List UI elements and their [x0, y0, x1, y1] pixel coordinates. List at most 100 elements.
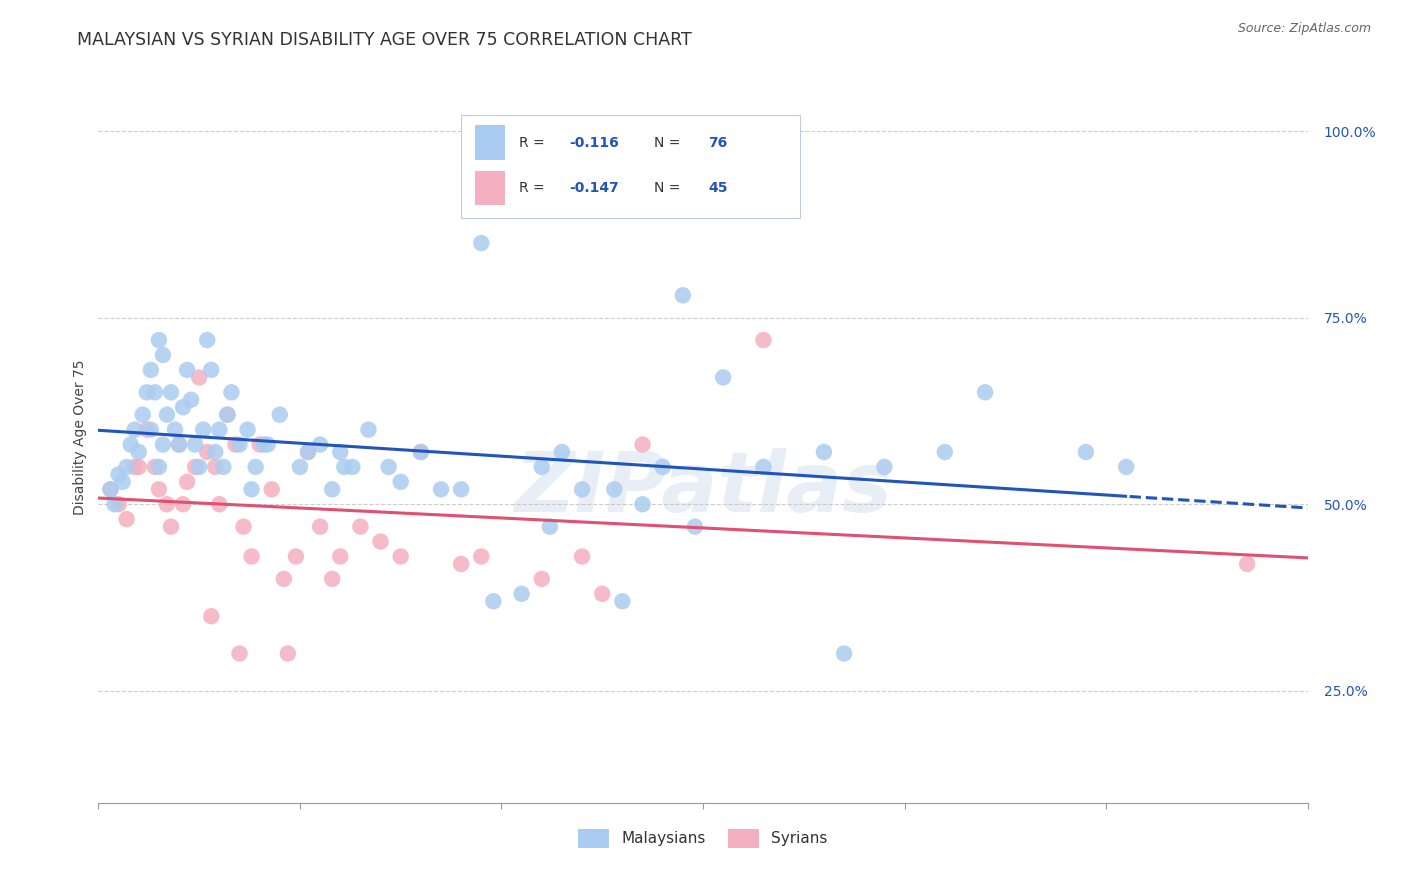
- Point: [370, 534, 392, 549]
- Point: [208, 497, 231, 511]
- Point: [200, 363, 222, 377]
- Point: [1115, 459, 1137, 474]
- Point: [167, 437, 190, 451]
- Point: [240, 483, 263, 497]
- Point: [389, 475, 412, 489]
- Point: [176, 363, 198, 377]
- Point: [152, 348, 174, 362]
- Point: [571, 483, 593, 497]
- Point: [124, 459, 146, 474]
- Point: [212, 459, 235, 474]
- Point: [115, 512, 138, 526]
- Point: [107, 467, 129, 482]
- Point: [321, 483, 343, 497]
- Point: [603, 483, 626, 497]
- Point: [156, 408, 179, 422]
- Point: [269, 408, 291, 422]
- Point: [651, 459, 673, 474]
- Point: [176, 475, 198, 489]
- Point: [389, 549, 412, 564]
- Point: [309, 437, 332, 451]
- Point: [631, 437, 654, 451]
- Point: [148, 333, 170, 347]
- Point: [221, 385, 243, 400]
- Point: [120, 437, 142, 451]
- Point: [232, 519, 254, 533]
- Point: [288, 459, 311, 474]
- Legend: Malaysians, Syrians: Malaysians, Syrians: [572, 822, 834, 854]
- Point: [100, 483, 122, 497]
- Point: [631, 497, 654, 511]
- Point: [103, 497, 125, 511]
- Point: [148, 483, 170, 497]
- Point: [591, 587, 613, 601]
- Point: [143, 385, 166, 400]
- Y-axis label: Disability Age Over 75: Disability Age Over 75: [73, 359, 87, 515]
- Point: [711, 370, 734, 384]
- Point: [195, 333, 218, 347]
- Point: [470, 235, 492, 250]
- Point: [333, 459, 356, 474]
- Point: [132, 408, 155, 422]
- Point: [571, 549, 593, 564]
- Point: [188, 370, 211, 384]
- Point: [277, 647, 299, 661]
- Point: [160, 385, 183, 400]
- Point: [128, 445, 150, 459]
- Point: [974, 385, 997, 400]
- Point: [430, 483, 453, 497]
- Point: [152, 437, 174, 451]
- Point: [204, 445, 226, 459]
- Point: [228, 647, 250, 661]
- Point: [329, 445, 352, 459]
- Point: [409, 445, 432, 459]
- Point: [530, 572, 553, 586]
- Point: [342, 459, 364, 474]
- Point: [752, 333, 775, 347]
- Point: [135, 385, 157, 400]
- Point: [309, 519, 332, 533]
- Point: [329, 549, 352, 564]
- Point: [167, 437, 190, 451]
- Point: [683, 519, 706, 533]
- Point: [115, 459, 138, 474]
- Point: [224, 437, 246, 451]
- Point: [813, 445, 835, 459]
- Point: [530, 459, 553, 474]
- Point: [253, 437, 276, 451]
- Point: [236, 423, 259, 437]
- Point: [934, 445, 956, 459]
- Point: [195, 445, 218, 459]
- Point: [249, 437, 271, 451]
- Point: [100, 483, 122, 497]
- Point: [450, 557, 472, 571]
- Point: [510, 587, 533, 601]
- Point: [124, 423, 146, 437]
- Point: [538, 519, 561, 533]
- Point: [357, 423, 380, 437]
- Point: [482, 594, 505, 608]
- Text: ZIPatlas: ZIPatlas: [515, 448, 891, 529]
- Point: [111, 475, 134, 489]
- Point: [148, 459, 170, 474]
- Point: [163, 423, 186, 437]
- Point: [873, 459, 896, 474]
- Point: [256, 437, 278, 451]
- Point: [273, 572, 295, 586]
- Point: [551, 445, 574, 459]
- Point: [1074, 445, 1097, 459]
- Point: [260, 483, 283, 497]
- Point: [156, 497, 179, 511]
- Text: MALAYSIAN VS SYRIAN DISABILITY AGE OVER 75 CORRELATION CHART: MALAYSIAN VS SYRIAN DISABILITY AGE OVER …: [77, 31, 692, 49]
- Point: [180, 392, 202, 407]
- Point: [217, 408, 239, 422]
- Point: [139, 423, 162, 437]
- Point: [160, 519, 183, 533]
- Point: [470, 549, 492, 564]
- Point: [107, 497, 129, 511]
- Point: [217, 408, 239, 422]
- Point: [172, 497, 194, 511]
- Point: [832, 647, 855, 661]
- Point: [321, 572, 343, 586]
- Point: [228, 437, 250, 451]
